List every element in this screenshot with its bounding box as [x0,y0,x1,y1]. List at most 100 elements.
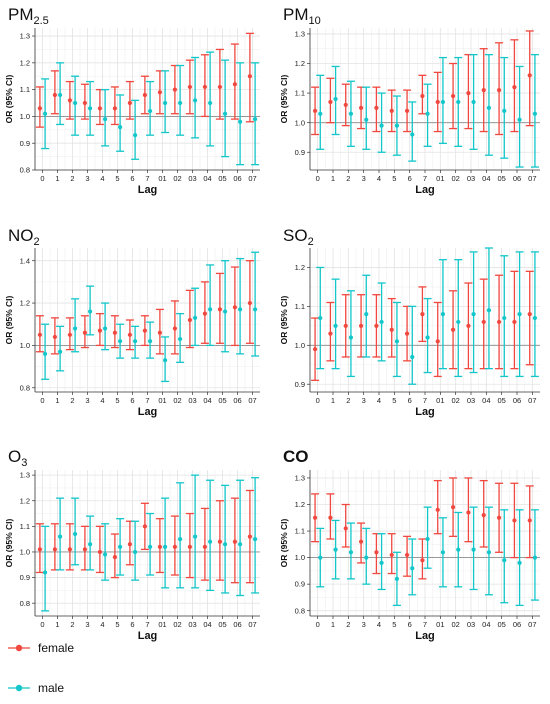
point-estimate [58,349,63,354]
series-female [311,477,534,580]
point-estimate [425,536,430,542]
chart-panel-3: 0.91.01.11.20 1 2 3 4 5 6 7 01 02 03 04 05 06 07LagOR … [279,226,540,418]
y-tick-label: 1.1 [295,89,305,98]
point-estimate [379,560,384,566]
point-estimate [88,106,93,111]
point-estimate [364,555,369,560]
x-tick-label: 1 [331,396,335,405]
point-estimate [343,323,348,328]
x-tick-label: 0 [40,396,44,405]
point-estimate [238,119,243,124]
y-tick-label: 1.3 [295,474,305,483]
point-estimate [532,315,538,321]
x-tick-label: 05 [497,396,505,405]
point-estimate [97,549,102,555]
point-estimate [82,330,87,335]
point-estimate [420,312,425,317]
x-tick-label: 5 [392,174,396,183]
point-estimate [67,98,72,103]
point-estimate [187,317,192,323]
x-tick-label: 7 [423,620,427,629]
point-estimate [440,99,446,105]
point-estimate [410,566,415,571]
x-tick-label: 03 [467,174,475,183]
series-female [311,270,534,381]
x-tick-label: 0 [40,620,44,629]
point-estimate [527,73,532,78]
point-estimate [172,544,177,549]
point-estimate [404,331,410,336]
point-estimate [312,108,318,113]
y-tick-label: 1.0 [20,341,30,350]
x-tick-label: 02 [451,174,459,183]
point-estimate [394,339,400,344]
legend-male-label: male [38,681,64,695]
x-tick-label: 07 [528,396,536,405]
x-tick-label: 04 [203,620,211,629]
point-estimate [496,515,502,520]
chart-title: CO [283,447,309,466]
point-estimate [312,515,318,520]
point-estimate [374,105,379,110]
point-estimate [52,92,58,98]
point-estimate [481,88,486,93]
series-female [311,30,534,136]
x-tick-label: 03 [188,174,196,183]
y-axis-label: OR (95% CI) [4,519,14,568]
point-estimate [208,100,213,106]
point-estimate [425,335,430,340]
point-estimate [364,312,369,317]
x-tick-label: 0 [316,396,320,405]
x-tick-label: 06 [233,396,241,405]
x-tick-label: 4 [377,174,381,183]
point-estimate [223,542,228,547]
point-estimate [435,339,440,344]
x-tick-label: 3 [362,620,366,629]
x-tick-label: 6 [130,620,134,629]
y-tick-label: 1.2 [295,500,305,509]
x-tick-label: 03 [188,396,196,405]
x-tick-label: 06 [513,620,521,629]
x-tick-label: 1 [55,620,59,629]
point-estimate [481,319,486,325]
x-tick-label: 05 [218,620,226,629]
point-estimate [118,339,123,344]
x-tick-label: 4 [377,396,381,405]
series-male [316,506,539,607]
y-axis-label: OR (95% CI) [279,75,289,124]
point-estimate [88,309,93,314]
x-tick-label: 4 [100,174,104,183]
point-estimate [358,323,364,328]
y-tick-label: 1.0 [295,118,305,127]
series-male [316,53,539,168]
point-estimate [187,544,192,549]
point-estimate [208,539,213,544]
point-estimate [172,326,177,331]
point-estimate [466,90,471,96]
point-estimate [502,558,507,563]
x-tick-label: 2 [346,396,350,405]
series-male [41,251,260,383]
y-tick-label: 1.3 [20,471,30,480]
x-tick-label: 3 [85,396,89,405]
y-axis-label: OR (95% CI) [4,75,14,124]
x-tick-label: 02 [451,620,459,629]
legend-female-marker [15,644,23,652]
x-tick-label: 2 [346,620,350,629]
chart-panel-5: 0.80.91.01.11.21.30 1 2 3 4 5 6 7 01 02 03 04 05 06 07… [279,447,540,642]
point-estimate [163,100,168,106]
x-tick-label: 4 [100,396,104,405]
point-estimate [527,518,532,523]
point-estimate [97,106,102,111]
point-estimate [187,84,192,90]
x-tick-label: 7 [423,396,427,405]
x-tick-label: 01 [158,396,166,405]
chart-title: O3 [8,447,27,469]
x-tick-label: 03 [467,396,475,405]
point-estimate [142,328,147,333]
x-tick-label: 3 [362,174,366,183]
chart-title-subscript: 10 [309,15,321,27]
x-tick-label: 07 [528,174,536,183]
point-estimate [532,111,538,116]
point-estimate [318,315,323,321]
